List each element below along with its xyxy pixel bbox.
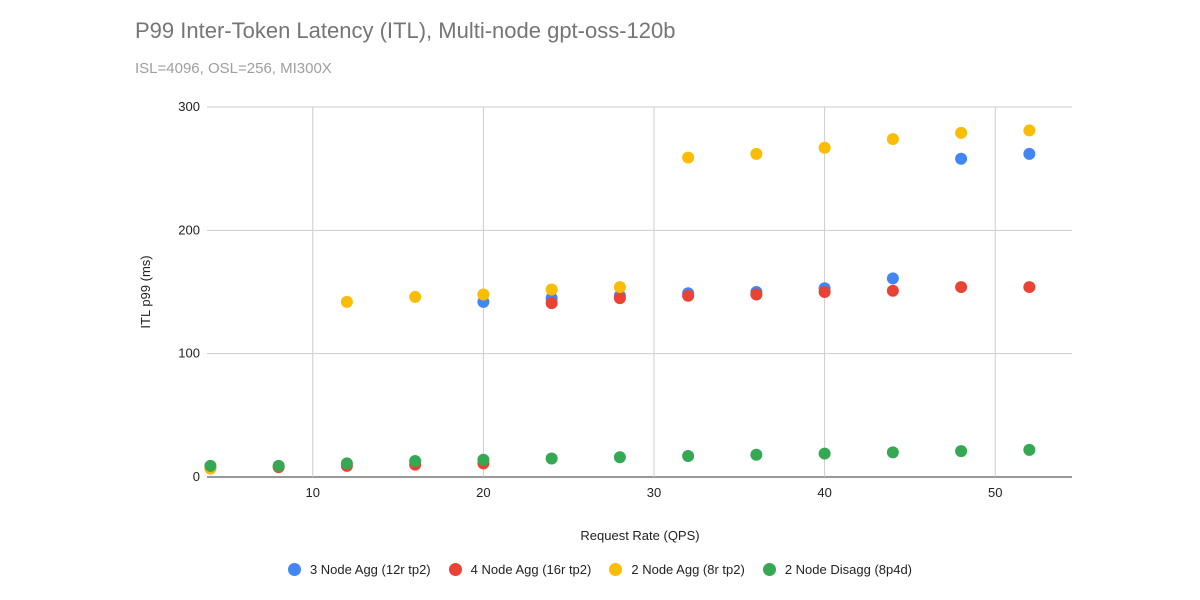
grid-lines	[207, 106, 1072, 478]
data-points	[204, 124, 1036, 475]
data-point-series-2	[818, 286, 831, 298]
data-point-series-3	[750, 147, 763, 160]
data-point-series-3	[477, 288, 490, 301]
legend-item-3: 2 Node Agg (8r tp2)	[609, 562, 745, 577]
data-point-series-4	[886, 446, 899, 459]
legend-marker	[609, 563, 623, 576]
data-point-series-1	[886, 272, 899, 285]
data-point-series-1	[1023, 147, 1036, 160]
legend-item-4: 2 Node Disagg (8p4d)	[762, 562, 913, 577]
chart-subtitle: ISL=4096, OSL=256, MI300X	[135, 60, 332, 77]
axis-ticks: 0 100 200 300 10 20 30 40 50	[178, 99, 1002, 500]
data-point-series-4	[340, 457, 353, 470]
x-tick-label: 50	[988, 485, 1002, 500]
x-axis-label: Request Rate (QPS)	[580, 528, 699, 543]
y-tick-label: 300	[178, 99, 200, 114]
y-tick-label: 200	[178, 222, 200, 237]
legend-item-2: 4 Node Agg (16r tp2)	[448, 562, 592, 577]
chart-title: P99 Inter-Token Latency (ITL), Multi-nod…	[135, 18, 676, 43]
data-point-series-2	[682, 289, 695, 302]
data-point-series-4	[682, 450, 695, 463]
data-point-series-3	[818, 141, 831, 154]
legend-item-1: 3 Node Agg (12r tp2)	[287, 562, 431, 577]
x-tick-label: 20	[476, 485, 490, 500]
data-point-series-2	[886, 284, 899, 297]
legend-label: 4 Node Agg (16r tp2)	[470, 562, 592, 577]
data-point-series-4	[613, 451, 626, 464]
data-point-series-1	[955, 152, 968, 165]
data-point-series-2	[955, 281, 968, 294]
data-point-series-4	[204, 459, 217, 472]
legend-label: 2 Node Agg (8r tp2)	[631, 562, 745, 577]
data-point-series-3	[886, 133, 899, 146]
data-point-series-3	[682, 151, 695, 164]
legend-label: 3 Node Agg (12r tp2)	[309, 562, 431, 577]
data-point-series-4	[272, 459, 285, 472]
data-point-series-4	[545, 452, 558, 465]
legend-marker	[448, 563, 462, 576]
data-point-series-3	[409, 290, 422, 303]
legend-marker	[287, 563, 301, 576]
data-point-series-2	[1023, 281, 1036, 294]
x-tick-label: 30	[647, 485, 661, 500]
y-tick-label: 0	[193, 469, 200, 484]
legend-marker	[762, 563, 776, 576]
data-point-series-4	[818, 447, 831, 460]
data-point-series-4	[1023, 443, 1036, 456]
data-point-series-3	[613, 281, 626, 294]
x-tick-label: 10	[306, 485, 320, 500]
data-point-series-4	[955, 445, 968, 458]
data-point-series-2	[750, 288, 763, 301]
data-point-series-3	[340, 295, 353, 308]
y-axis-label: ITL p99 (ms)	[138, 255, 153, 328]
data-point-series-4	[409, 454, 422, 467]
legend: 3 Node Agg (12r tp2) 4 Node Agg (16r tp2)…	[0, 562, 1200, 579]
data-point-series-4	[477, 453, 490, 466]
data-point-series-2	[545, 297, 558, 310]
legend-label: 2 Node Disagg (8p4d)	[784, 562, 913, 577]
data-point-series-3	[545, 283, 558, 296]
data-point-series-2	[613, 292, 626, 305]
y-tick-label: 100	[178, 346, 200, 361]
data-point-series-3	[1023, 124, 1036, 137]
data-point-series-4	[750, 448, 763, 461]
x-tick-label: 40	[817, 485, 831, 500]
data-point-series-3	[955, 126, 968, 139]
